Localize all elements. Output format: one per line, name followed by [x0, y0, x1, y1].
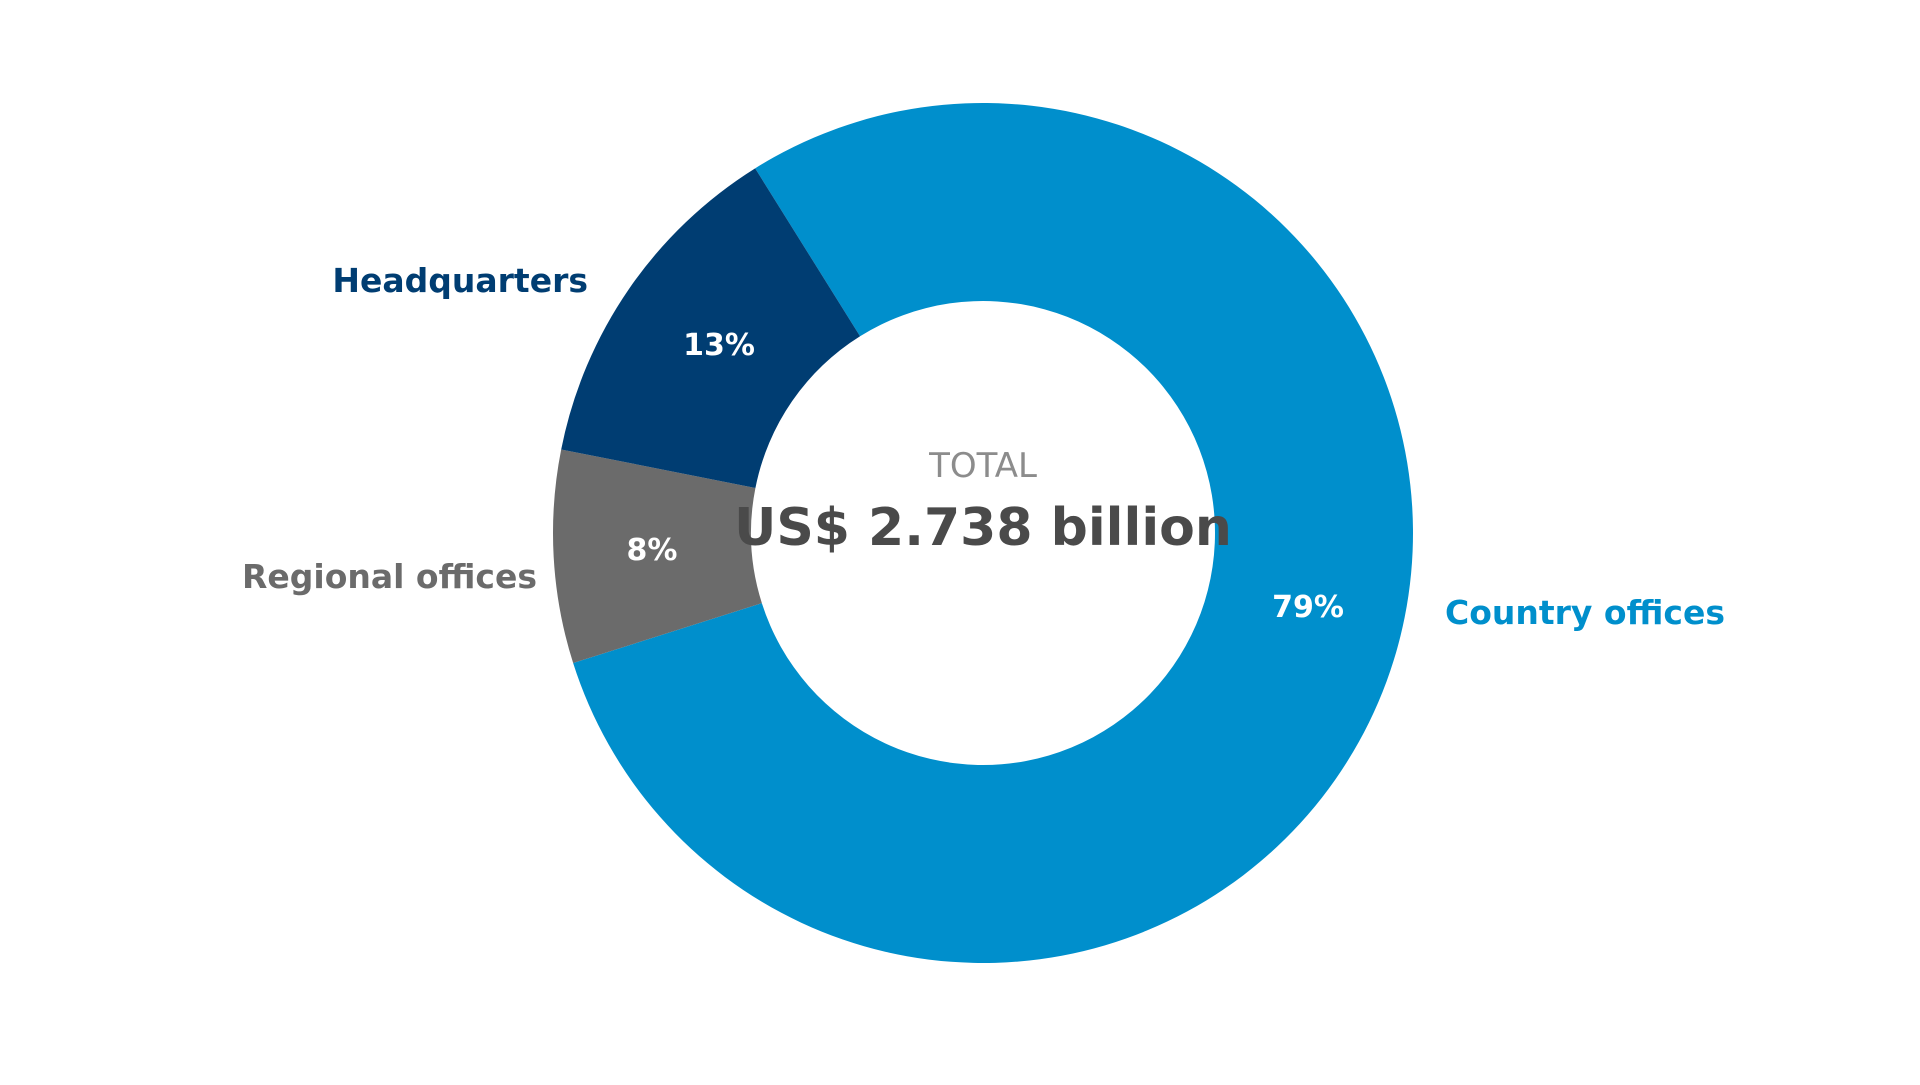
slice-value-label: 79% [1272, 590, 1344, 625]
donut-slices [553, 103, 1413, 963]
center-total: US$ 2.738 billion [734, 498, 1232, 558]
slice-regional-offices [553, 449, 762, 664]
slice-value-label: 8% [627, 533, 678, 568]
category-label: Regional offices [242, 557, 537, 596]
category-label: Country offices [1445, 593, 1725, 632]
center-caption: TOTAL [928, 446, 1037, 486]
slice-headquarters [561, 168, 861, 488]
category-label: Headquarters [332, 261, 588, 300]
slice-value-label: 13% [683, 328, 755, 363]
slice-value-labels: 79% 8% 13% [627, 328, 1344, 625]
slice-country-offices [573, 103, 1413, 963]
category-labels: Country offices Regional offices Headquart… [242, 261, 1725, 632]
